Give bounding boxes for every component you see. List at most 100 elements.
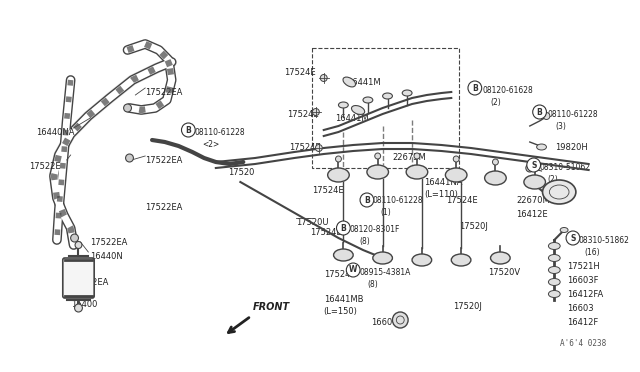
Text: 17522EA: 17522EA: [145, 156, 182, 165]
Ellipse shape: [445, 168, 467, 182]
Circle shape: [182, 123, 195, 137]
Text: 16441MB: 16441MB: [324, 295, 364, 304]
Text: (L=110): (L=110): [424, 190, 458, 199]
Text: 08310-51862: 08310-51862: [579, 236, 630, 245]
Text: 16400: 16400: [70, 300, 97, 309]
Text: B: B: [340, 224, 346, 232]
Text: 08120-8301F: 08120-8301F: [349, 225, 399, 234]
Circle shape: [375, 153, 381, 159]
Text: W: W: [349, 266, 357, 275]
Ellipse shape: [333, 249, 353, 261]
Text: 16441M: 16441M: [348, 78, 381, 87]
Circle shape: [566, 231, 580, 245]
Text: 22675M: 22675M: [392, 153, 426, 162]
Text: 16412FA: 16412FA: [567, 290, 604, 299]
FancyBboxPatch shape: [63, 258, 94, 298]
Circle shape: [527, 158, 541, 172]
Text: 08110-61228: 08110-61228: [195, 128, 245, 137]
Text: 17524E: 17524E: [446, 196, 478, 205]
Text: (1): (1): [381, 208, 392, 217]
Text: 19820H: 19820H: [556, 143, 588, 152]
Ellipse shape: [548, 291, 560, 298]
Text: 17522EA: 17522EA: [145, 88, 182, 97]
Text: 22670M: 22670M: [516, 196, 550, 205]
Ellipse shape: [406, 165, 428, 179]
Circle shape: [337, 221, 350, 235]
Text: 17520J: 17520J: [453, 302, 482, 311]
Ellipse shape: [373, 252, 392, 264]
Text: 17522E: 17522E: [29, 162, 61, 171]
Text: (8): (8): [359, 237, 370, 246]
Circle shape: [75, 241, 82, 248]
Ellipse shape: [543, 180, 576, 204]
Text: 16441NA: 16441NA: [424, 178, 462, 187]
Text: 17520J: 17520J: [459, 222, 488, 231]
Ellipse shape: [412, 254, 431, 266]
Ellipse shape: [451, 254, 471, 266]
Ellipse shape: [548, 254, 560, 262]
Circle shape: [316, 144, 323, 151]
Circle shape: [70, 234, 79, 242]
Text: 17522EA: 17522EA: [145, 203, 182, 212]
Text: 16440NA: 16440NA: [36, 128, 75, 137]
Text: 17520U: 17520U: [296, 218, 329, 227]
Circle shape: [414, 153, 420, 159]
Text: (3): (3): [556, 122, 566, 131]
Ellipse shape: [363, 97, 373, 103]
Circle shape: [526, 164, 534, 172]
Text: 08915-4381A: 08915-4381A: [359, 268, 410, 277]
Text: <2>: <2>: [202, 140, 220, 149]
Circle shape: [312, 109, 319, 115]
Ellipse shape: [524, 175, 545, 189]
Text: 16603: 16603: [567, 304, 594, 313]
Text: 16603G: 16603G: [371, 318, 404, 327]
Circle shape: [360, 193, 374, 207]
Text: 17524E: 17524E: [289, 143, 321, 152]
Circle shape: [320, 74, 327, 81]
Text: 17524E: 17524E: [324, 270, 355, 279]
Circle shape: [493, 159, 499, 165]
Text: (2): (2): [490, 98, 501, 107]
Text: 08110-61228: 08110-61228: [373, 196, 424, 205]
Circle shape: [532, 105, 547, 119]
Ellipse shape: [351, 106, 365, 115]
Text: 16412F: 16412F: [567, 318, 598, 327]
Text: 08120-61628: 08120-61628: [483, 86, 533, 95]
Ellipse shape: [560, 228, 568, 232]
Text: 08310-51062: 08310-51062: [540, 163, 591, 172]
Text: 17524E: 17524E: [312, 186, 344, 195]
Circle shape: [75, 304, 83, 312]
Ellipse shape: [343, 77, 355, 87]
Ellipse shape: [484, 171, 506, 185]
Text: 17524E: 17524E: [310, 228, 342, 237]
Text: B: B: [186, 125, 191, 135]
Ellipse shape: [490, 252, 510, 264]
Text: (L=150): (L=150): [324, 307, 358, 316]
Circle shape: [335, 156, 341, 162]
Text: A'6'4 0238: A'6'4 0238: [560, 339, 606, 348]
Circle shape: [346, 263, 360, 277]
Circle shape: [392, 312, 408, 328]
Text: 17524E: 17524E: [287, 110, 319, 119]
Text: (2): (2): [547, 175, 558, 184]
Text: 17520V: 17520V: [488, 268, 521, 277]
Circle shape: [453, 156, 459, 162]
Text: 16441M: 16441M: [335, 114, 369, 123]
Text: 16603F: 16603F: [567, 276, 598, 285]
Circle shape: [125, 154, 133, 162]
Text: 17521H: 17521H: [567, 262, 600, 271]
Text: 17522EA: 17522EA: [70, 278, 108, 287]
Text: (8): (8): [367, 280, 378, 289]
Text: 16412E: 16412E: [516, 210, 548, 219]
Text: B: B: [472, 83, 477, 93]
Circle shape: [532, 163, 538, 169]
Text: S: S: [531, 160, 536, 170]
Ellipse shape: [536, 144, 547, 150]
Ellipse shape: [367, 165, 388, 179]
Text: 16440N: 16440N: [90, 252, 123, 261]
Ellipse shape: [548, 266, 560, 273]
Ellipse shape: [328, 168, 349, 182]
Text: B: B: [364, 196, 370, 205]
Circle shape: [543, 112, 550, 119]
Text: (16): (16): [585, 248, 600, 257]
